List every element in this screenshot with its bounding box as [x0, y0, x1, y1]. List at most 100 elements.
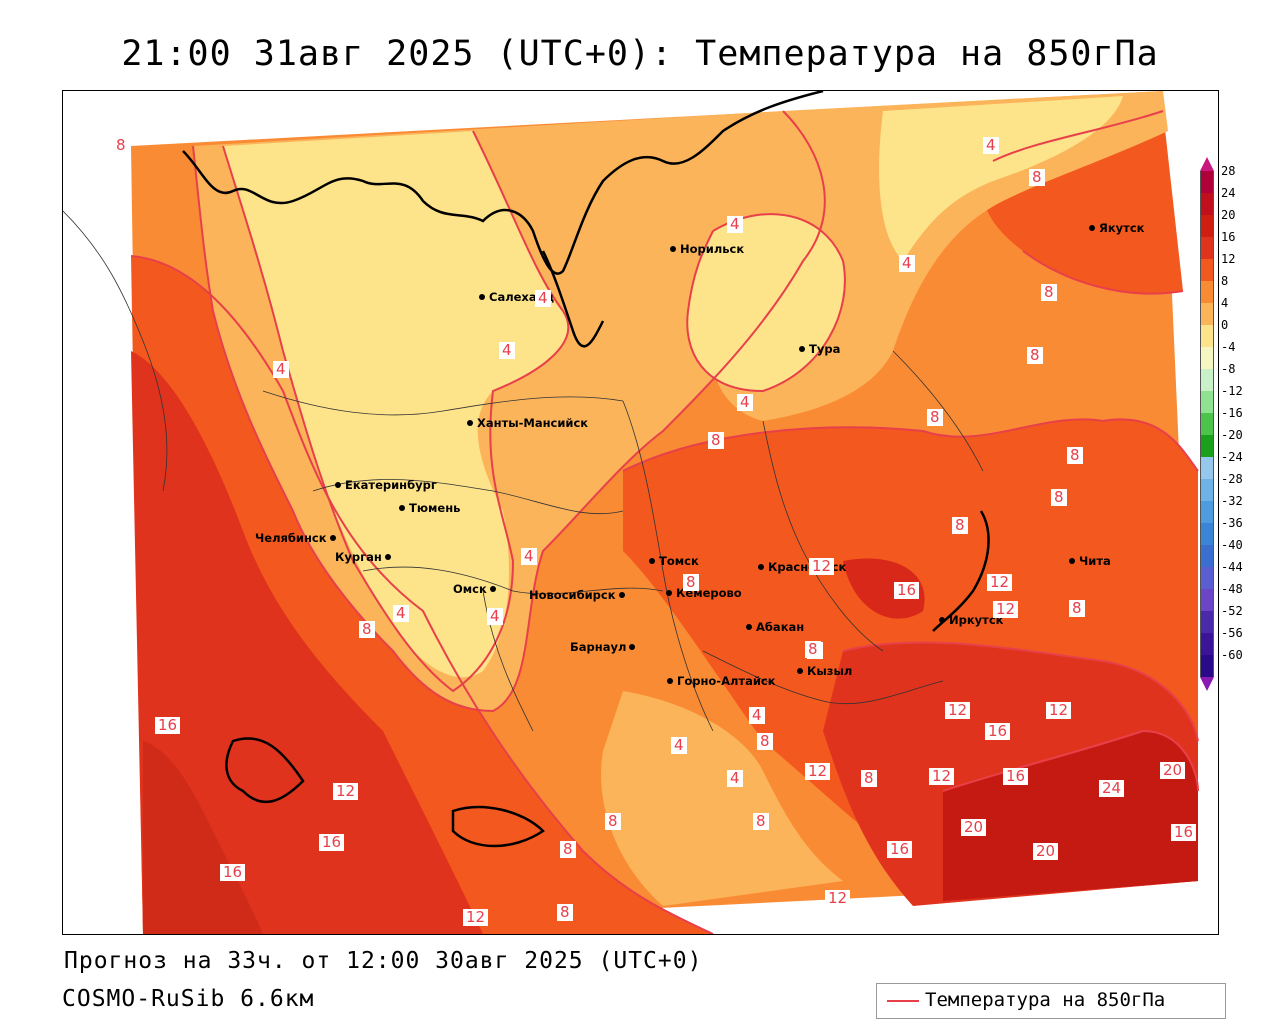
contour-label: 16: [887, 841, 913, 858]
contour-label: 8: [1027, 347, 1043, 364]
contour-label: 8: [952, 517, 968, 534]
city-marker: Томск: [649, 554, 699, 568]
chart-title: 21:00 31авг 2025 (UTC+0): Температура на…: [121, 34, 1159, 74]
contour-label: 4: [727, 770, 743, 787]
contour-label: 20: [961, 819, 987, 836]
contour-label: 8: [757, 733, 773, 750]
contour-label: 16: [985, 723, 1011, 740]
contour-label: 8: [557, 904, 573, 921]
colorbar-tick-label: 12: [1221, 252, 1236, 266]
temperature-field: [63, 91, 1199, 934]
city-dot-icon: [758, 563, 764, 570]
contour-label: 12: [987, 574, 1013, 591]
city-dot-icon: [1089, 224, 1095, 231]
legend-box: Температура на 850гПа: [876, 983, 1226, 1019]
contour-label: 16: [220, 864, 246, 881]
contour-label: 16: [155, 717, 181, 734]
colorbar-cell: [1200, 215, 1214, 237]
colorbar-tick-label: 16: [1221, 230, 1236, 244]
colorbar-cell: [1200, 501, 1214, 523]
colorbar-tick-label: -12: [1221, 384, 1243, 398]
model-name: COSMO-RuSib 6.6км: [62, 986, 315, 1012]
contour-label: 4: [749, 707, 765, 724]
colorbar-cell: [1200, 391, 1214, 413]
contour-label: 4: [737, 394, 753, 411]
contour-label: 12: [809, 558, 835, 575]
colorbar-tick-label: -36: [1221, 516, 1243, 530]
contour-label: 12: [333, 783, 359, 800]
contour-label: 20: [1033, 843, 1059, 860]
contour-label: 4: [393, 605, 409, 622]
isotherm-lines: [130, 110, 1199, 934]
contour-label: 8: [1041, 284, 1057, 301]
colorbar: [1200, 157, 1218, 691]
city-dot-icon: [479, 293, 485, 300]
colorbar-tick-label: -56: [1221, 626, 1243, 640]
contour-label: 4: [487, 608, 503, 625]
contour-label: 4: [499, 342, 515, 359]
city-dot-icon: [670, 245, 676, 252]
colorbar-tick-label: 24: [1221, 186, 1236, 200]
colorbar-cell: [1200, 435, 1214, 457]
city-dot-icon: [329, 534, 336, 541]
city-dot-icon: [799, 345, 805, 352]
colorbar-tick-label: -24: [1221, 450, 1243, 464]
city-dot-icon: [666, 589, 672, 596]
colorbar-cell: [1200, 567, 1214, 589]
contour-label: 20: [1160, 762, 1186, 779]
city-marker: Новосибирск: [529, 588, 629, 602]
colorbar-tick-label: -28: [1221, 472, 1243, 486]
colorbar-cell: [1200, 281, 1214, 303]
contour-label: 24: [1099, 780, 1125, 797]
colorbar-cell: [1200, 303, 1214, 325]
city-marker: Екатеринбург: [335, 478, 437, 492]
colorbar-cell: [1200, 193, 1214, 215]
temperature-zone-0-4: [223, 131, 569, 678]
contour-label: 12: [945, 702, 971, 719]
contour-label: 12: [929, 768, 955, 785]
city-dot-icon: [797, 667, 803, 674]
contour-label: 16: [894, 582, 920, 599]
city-dot-icon: [618, 591, 625, 598]
colorbar-cell: [1200, 171, 1214, 193]
colorbar-cell: [1200, 259, 1214, 281]
contour-label: 8: [1067, 447, 1083, 464]
city-marker: Абакан: [746, 620, 804, 634]
contour-label: 4: [899, 255, 915, 272]
city-marker: Ханты-Мансийск: [467, 416, 588, 430]
colorbar-tick-label: 28: [1221, 164, 1236, 178]
contour-label: 4: [273, 361, 289, 378]
city-marker: Челябинск: [255, 531, 340, 545]
contour-label: 8: [708, 432, 724, 449]
contour-label: 8: [753, 813, 769, 830]
contour-label: 4: [983, 137, 999, 154]
city-dot-icon: [467, 419, 473, 426]
city-marker: Кызыл: [797, 664, 852, 678]
contour-label: 4: [535, 290, 551, 307]
city-marker: Норильск: [670, 242, 744, 256]
colorbar-tick-label: -8: [1221, 362, 1236, 376]
colorbar-cell: [1200, 457, 1214, 479]
colorbar-cell: [1200, 655, 1214, 677]
colorbar-tick-label: -32: [1221, 494, 1243, 508]
contour-label: 12: [805, 763, 831, 780]
colorbar-tick-label: -44: [1221, 560, 1243, 574]
city-dot-icon: [1069, 557, 1075, 564]
colorbar-bottom-arrow: [1200, 677, 1214, 691]
city-dot-icon: [939, 616, 945, 623]
contour-label: 12: [463, 909, 489, 926]
contour-label: 8: [359, 621, 375, 638]
temperature-zone-16-20: [131, 351, 483, 934]
city-dot-icon: [649, 557, 655, 564]
colorbar-tick-label: 0: [1221, 318, 1229, 332]
contour-label: 12: [1046, 702, 1072, 719]
colorbar-cell: [1200, 237, 1214, 259]
city-marker: Якутск: [1089, 221, 1144, 235]
legend-label: Температура на 850гПа: [925, 989, 1166, 1011]
city-marker: Иркутск: [939, 613, 1003, 627]
contour-label: 4: [671, 737, 687, 754]
colorbar-tick-label: -40: [1221, 538, 1243, 552]
city-dot-icon: [335, 481, 341, 488]
city-dot-icon: [629, 643, 636, 650]
city-dot-icon: [746, 623, 752, 630]
